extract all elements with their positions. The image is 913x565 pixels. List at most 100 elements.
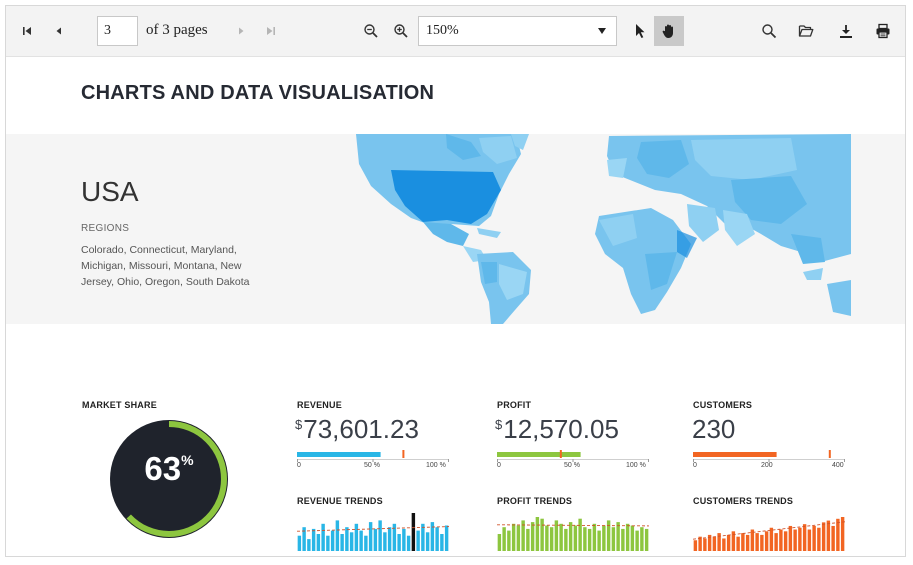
customers-trend-bar-9 <box>736 536 740 551</box>
revenue-trend-bar-2 <box>307 539 311 551</box>
revenue-value: $73,601.23 <box>295 414 419 445</box>
revenue-axis-min: 0 <box>297 462 301 469</box>
profit-trend-bar-3 <box>511 523 516 551</box>
revenue-trend-bar-31 <box>444 525 449 551</box>
search-button[interactable] <box>754 16 784 46</box>
customers-trend-bar-4 <box>712 536 717 551</box>
profit-trend-bar-0 <box>497 534 502 551</box>
revenue-axis-max: 100 % <box>426 462 446 469</box>
revenue-trend-bar-30 <box>440 534 444 551</box>
revenue-trend-bar-16 <box>373 528 378 551</box>
customers-trend-bar-15 <box>764 531 769 551</box>
profit-trend-bar-21 <box>597 530 601 551</box>
revenue-trend-bar-18 <box>383 532 387 551</box>
profit-trend-bar-15 <box>568 522 573 551</box>
revenue-currency: $ <box>295 417 303 432</box>
revenue-trends-chart <box>297 513 449 551</box>
revenue-trend-bar-20 <box>392 523 397 551</box>
cursor-arrow-icon <box>636 24 645 38</box>
profit-trend-bar-10 <box>545 525 549 551</box>
first-page-button[interactable] <box>12 16 42 46</box>
profit-trend-bar-29 <box>635 530 639 551</box>
search-icon <box>762 24 777 39</box>
map-north-america <box>356 134 521 262</box>
revenue-trend-bar-10 <box>345 527 349 551</box>
profit-trend-bar-27 <box>625 523 630 551</box>
customers-trends-label: CUSTOMERS TRENDS <box>693 496 794 506</box>
customers-trend-bar-24 <box>807 529 812 551</box>
customers-axis-mid: 200 <box>761 462 773 469</box>
profit-value: $12,570.05 <box>495 414 619 445</box>
revenue-number: 73,601.23 <box>303 414 419 444</box>
market-share-value: 63% <box>106 450 232 488</box>
zoom-level-select[interactable]: 150% <box>418 16 617 46</box>
revenue-trend-bar-25 <box>416 530 420 551</box>
download-button[interactable] <box>831 16 861 46</box>
profit-axis-max: 100 % <box>626 462 646 469</box>
open-file-button[interactable] <box>791 16 821 46</box>
customers-trend-bar-29 <box>831 525 835 551</box>
last-page-button[interactable] <box>256 16 286 46</box>
revenue-label: REVENUE <box>297 400 342 410</box>
folder-open-icon <box>798 25 814 37</box>
customers-axis-min: 0 <box>693 462 697 469</box>
profit-trend-bar-9 <box>540 518 544 551</box>
market-share-number: 63 <box>144 450 182 487</box>
revenue-trend-bar-5 <box>321 523 325 551</box>
revenue-trend-bar-13 <box>359 530 363 551</box>
profit-trend-bar-31 <box>644 528 649 551</box>
customers-trend-bar-8 <box>731 531 736 551</box>
page-count-label: of 3 pages <box>146 22 208 38</box>
first-page-icon <box>23 27 31 35</box>
page-number-input[interactable]: 3 <box>97 16 138 46</box>
profit-trend-bar-20 <box>592 523 597 551</box>
map-south-america <box>477 252 531 324</box>
revenue-trend-bar-0 <box>297 535 302 551</box>
customers-trend-bar-18 <box>779 529 783 551</box>
profit-trend-bar-23 <box>606 520 611 551</box>
profit-bullet-bar <box>497 452 581 457</box>
country-name: USA <box>81 176 139 207</box>
revenue-trend-bar-6 <box>326 535 330 551</box>
select-tool-button[interactable] <box>625 16 655 46</box>
revenue-trend-bar-29 <box>435 527 439 551</box>
zoom-out-button[interactable] <box>356 16 386 46</box>
customers-trend-bar-7 <box>726 534 731 551</box>
profit-trend-bar-14 <box>564 528 568 551</box>
profit-bullet-chart <box>497 450 649 462</box>
profit-trend-bar-13 <box>559 523 563 551</box>
profit-label: PROFIT <box>497 400 532 410</box>
revenue-trend-bar-8 <box>335 520 340 551</box>
customers-trend-line <box>693 521 845 540</box>
profit-trend-bar-30 <box>640 527 644 551</box>
customers-trend-bar-31 <box>840 517 845 551</box>
customers-trend-bar-12 <box>750 529 755 551</box>
customers-trends-chart <box>693 517 845 551</box>
customers-trend-bar-10 <box>741 533 745 551</box>
revenue-trend-bar-15 <box>368 522 373 551</box>
profit-trend-bar-8 <box>535 517 540 551</box>
revenue-trend-bar-12 <box>354 523 359 551</box>
map-eurasia <box>607 134 851 264</box>
profit-trend-bar-25 <box>616 522 620 551</box>
customers-trend-bar-26 <box>817 527 821 551</box>
revenue-trend-bar-4 <box>316 534 321 551</box>
customers-trend-bar-28 <box>826 520 831 551</box>
profit-trend-bar-12 <box>554 520 559 551</box>
customers-bullet-target <box>828 450 831 458</box>
print-button[interactable] <box>868 16 898 46</box>
zoom-in-button[interactable] <box>386 16 416 46</box>
revenue-axis-mid: 50 % <box>364 462 380 469</box>
previous-page-button[interactable] <box>44 16 74 46</box>
next-page-button[interactable] <box>226 16 256 46</box>
revenue-bullet-bar <box>297 452 381 457</box>
customers-trend-bar-11 <box>745 534 750 551</box>
profit-currency: $ <box>495 417 503 432</box>
revenue-trend-bar-23 <box>406 535 411 551</box>
hand-tool-button[interactable] <box>654 16 684 46</box>
customers-trend-bar-0 <box>693 540 698 551</box>
map-oceania <box>803 268 851 316</box>
revenue-trends-label: REVENUE TRENDS <box>297 496 383 506</box>
world-map <box>356 134 851 324</box>
profit-trend-bar-4 <box>516 525 521 551</box>
